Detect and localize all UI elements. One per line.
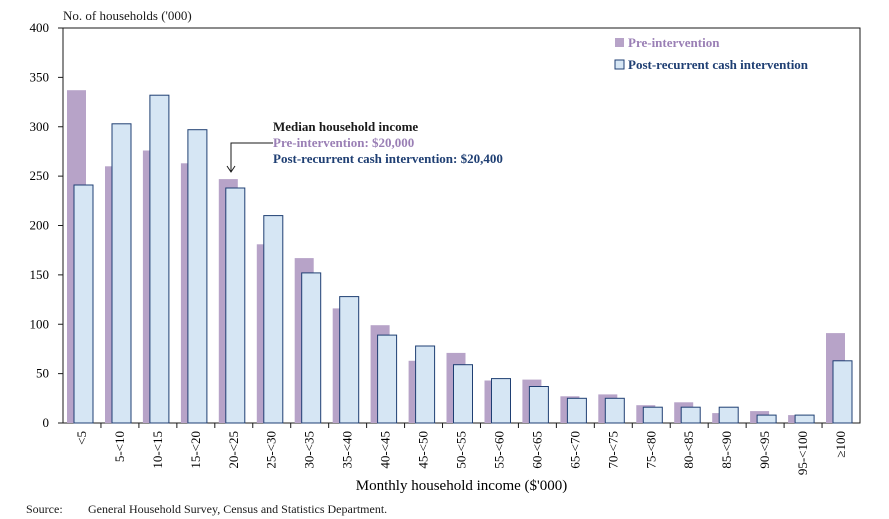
y-tick-label: 350 (30, 69, 50, 84)
x-tick-label: 75-<80 (643, 431, 658, 469)
y-tick-label: 300 (30, 119, 50, 134)
bar-post-intervention (832, 360, 853, 424)
x-tick-label: 10-<15 (150, 431, 165, 469)
annotation-arrow (226, 142, 273, 173)
y-tick-label: 100 (30, 316, 50, 331)
bar-post-intervention (794, 414, 815, 424)
y-tick-label: 200 (30, 218, 50, 233)
y-tick-label: 150 (30, 267, 50, 282)
x-tick-label: 15-<20 (188, 431, 203, 469)
y-tick-label: 400 (30, 20, 50, 35)
bar-post-intervention (301, 272, 322, 424)
x-tick-label: ≥100 (833, 431, 848, 458)
y-tick-label: 50 (36, 366, 49, 381)
bar-post-intervention (149, 94, 170, 424)
source-text: General Household Survey, Census and Sta… (88, 502, 388, 516)
x-tick-label: 40-<45 (378, 431, 393, 469)
x-tick-label: 30-<35 (302, 431, 317, 469)
x-tick-labels: <5 5-<10 10-<15 15-<20 20-<25 25-<30 30-<35 35-… (74, 431, 848, 475)
bar-post-intervention (642, 406, 663, 424)
bar-post-intervention (377, 334, 398, 424)
x-tick-label: 50-<55 (454, 431, 469, 469)
bar-post-intervention (453, 364, 473, 424)
x-tick-label: 70-<75 (605, 431, 620, 469)
bars (67, 90, 853, 424)
x-tick-label: <5 (74, 431, 89, 445)
legend-swatch-pre (615, 38, 624, 47)
bar-post-intervention (718, 406, 739, 424)
x-tick-label: 5-<10 (112, 431, 127, 462)
x-tick-label: 35-<40 (340, 431, 355, 469)
bar-post-intervention (566, 397, 587, 424)
x-tick-label: 45-<50 (416, 431, 431, 469)
x-tick-label: 90-<95 (757, 431, 772, 469)
x-tick-label: 95-<100 (795, 431, 810, 475)
bar-post-intervention (604, 397, 625, 424)
bar-post-intervention (73, 184, 94, 424)
y-tick-label: 0 (43, 415, 50, 430)
bar-post-intervention (111, 123, 132, 424)
legend-label-post: Post-recurrent cash intervention (628, 57, 809, 72)
bar-post-intervention (225, 187, 246, 424)
bar-chart: 0 50 100 150 200 250 300 350 400 <5 5-<10 10-<15 15… (30, 20, 861, 494)
x-tick-label: 20-<25 (226, 431, 241, 469)
x-tick-label: 55-<60 (491, 431, 506, 469)
bar-post-intervention (528, 386, 549, 424)
bar-post-intervention (415, 345, 436, 424)
annotation-pre-median: Pre-intervention: $20,000 (273, 135, 414, 150)
bar-post-intervention (491, 378, 511, 424)
x-tick-label: 85-<90 (719, 431, 734, 469)
x-tick-label: 65-<70 (567, 431, 582, 469)
x-tick-label: 80-<85 (681, 431, 696, 469)
legend-swatch-post (614, 59, 625, 70)
x-tick-label: 25-<30 (264, 431, 279, 469)
axes: 0 50 100 150 200 250 300 350 400 (30, 20, 861, 430)
x-axis-title: Monthly household income ($'000) (356, 478, 567, 494)
source-note: Source: General Household Survey, Census … (26, 502, 387, 517)
legend-label-pre: Pre-intervention (628, 35, 720, 50)
bar-post-intervention (339, 296, 360, 424)
bar-post-intervention (756, 414, 777, 424)
bar-post-intervention (263, 215, 284, 424)
bar-post-intervention (187, 129, 208, 424)
legend: Pre-intervention Post-recurrent cash int… (614, 35, 809, 72)
median-annotation: Median household income Pre-intervention… (226, 119, 503, 173)
source-label: Source: (26, 502, 63, 516)
y-axis-title: No. of households ('000) (63, 8, 192, 23)
y-tick-label: 250 (30, 168, 50, 183)
annotation-post-median: Post-recurrent cash intervention: $20,40… (273, 151, 503, 166)
annotation-title: Median household income (273, 119, 418, 134)
x-tick-label: 60-<65 (529, 431, 544, 469)
bar-post-intervention (680, 406, 701, 424)
